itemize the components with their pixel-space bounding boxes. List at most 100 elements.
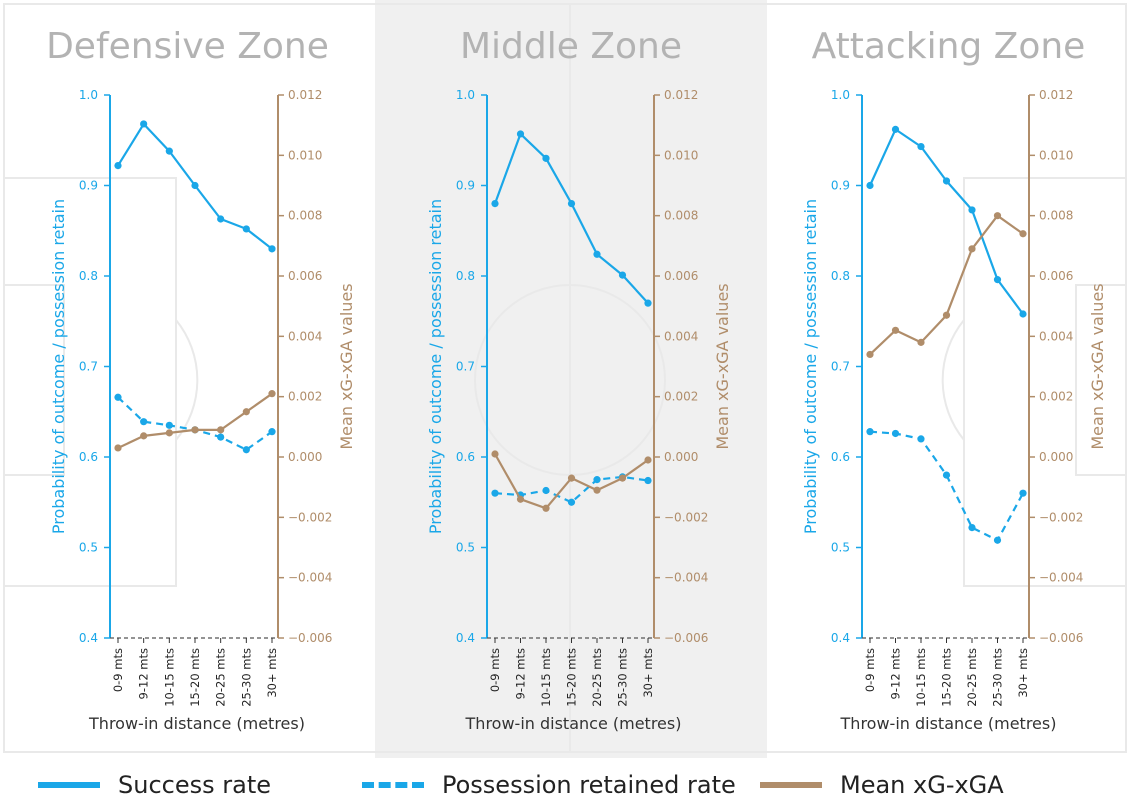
x-tick-label: 25-30 mts <box>239 648 253 707</box>
data-point-success <box>516 130 525 138</box>
data-point-retained <box>644 476 652 485</box>
right-tick-label: 0.010 <box>288 148 322 162</box>
x-axis-label: Throw-in distance (metres) <box>840 714 1057 733</box>
data-point-retained <box>968 523 976 532</box>
x-tick-label: 10-15 mts <box>162 648 176 707</box>
data-point-success <box>114 161 122 170</box>
left-tick-label: 1.0 <box>831 88 850 102</box>
data-point-xg <box>618 474 627 482</box>
right-tick-label: −0.002 <box>1039 510 1083 524</box>
x-tick-label: 30+ mts <box>265 648 279 698</box>
right-tick-label: −0.004 <box>664 571 708 585</box>
left-tick-label: 1.0 <box>456 88 475 102</box>
data-point-success <box>567 200 576 208</box>
right-tick-label: 0.008 <box>288 209 322 223</box>
data-point-xg <box>242 408 250 416</box>
data-point-retained <box>217 433 225 441</box>
chart-title: Attacking Zone <box>812 26 1086 67</box>
data-point-retained <box>993 536 1002 544</box>
data-point-xg <box>1019 230 1027 238</box>
chart-panel-2: Middle Zone 0.4 0.5 0.6 0.7 0.8 0.9 1.0 −0.006 −0… <box>426 26 732 733</box>
right-tick-label: 0.012 <box>664 88 698 102</box>
chart-panel-1: Defensive Zone 0.4 0.5 0.6 0.7 0.8 0.9 1.0 −0.00… <box>46 26 356 733</box>
right-tick-label: 0.010 <box>1039 148 1073 162</box>
right-tick-label: 0.006 <box>664 269 698 283</box>
pitch-markings <box>3 3 1127 753</box>
data-point-xg <box>567 474 576 482</box>
legend-swatch-xg <box>760 782 822 788</box>
data-point-xg <box>593 486 601 494</box>
data-point-xg <box>165 429 173 437</box>
right-tick-label: 0.006 <box>288 269 322 283</box>
data-point-success <box>891 125 900 133</box>
data-point-xg <box>644 456 652 464</box>
right-tick-label: 0.000 <box>288 450 322 464</box>
data-point-retained <box>917 435 925 443</box>
legend-label-xg: Mean xG-xGA <box>840 771 1004 799</box>
left-tick-label: 0.9 <box>456 179 475 193</box>
left-axis-label: Probability of outcome / possession reta… <box>49 199 68 534</box>
right-tick-label: 0.002 <box>1039 390 1073 404</box>
x-tick-label: 0-9 mts <box>863 648 877 692</box>
left-tick-label: 0.8 <box>456 269 475 283</box>
right-tick-label: −0.006 <box>664 631 708 645</box>
data-point-retained <box>165 421 173 429</box>
left-tick-label: 0.4 <box>79 631 98 645</box>
right-axis-label: Mean xG-xGA values <box>713 283 732 449</box>
left-tick-label: 0.9 <box>831 179 850 193</box>
data-point-success <box>644 299 652 307</box>
right-tick-label: 0.004 <box>288 329 322 343</box>
left-tick-label: 0.7 <box>831 360 850 374</box>
left-tick-label: 0.9 <box>79 179 98 193</box>
data-point-xg <box>191 426 199 434</box>
x-tick-label: 0-9 mts <box>111 648 125 692</box>
right-tick-label: 0.000 <box>1039 450 1073 464</box>
data-point-xg <box>114 444 122 452</box>
data-point-retained <box>114 393 122 401</box>
right-tick-label: 0.008 <box>664 209 698 223</box>
legend-swatch-retained <box>362 782 424 788</box>
right-tick-label: −0.004 <box>288 571 332 585</box>
x-tick-label: 15-20 mts <box>940 648 954 707</box>
x-tick-label: 0-9 mts <box>488 648 502 692</box>
data-point-success <box>618 271 627 279</box>
legend-label-success: Success rate <box>118 771 271 799</box>
x-axis-label: Throw-in distance (metres) <box>88 714 305 733</box>
legend-item-retained: Possession retained rate <box>362 770 736 800</box>
legend-item-xg: Mean xG-xGA <box>760 770 1004 800</box>
data-point-xg <box>268 390 276 398</box>
left-axis-label: Probability of outcome / possession reta… <box>801 199 820 534</box>
chart-panel-3: Attacking Zone 0.4 0.5 0.6 0.7 0.8 0.9 1.0 −0.00… <box>801 26 1107 733</box>
data-point-success <box>917 142 925 151</box>
legend-item-success: Success rate <box>38 770 271 800</box>
x-tick-label: 10-15 mts <box>539 648 553 707</box>
pitch-right-goal-box <box>1075 284 1127 476</box>
right-tick-label: −0.004 <box>1039 571 1083 585</box>
right-tick-label: −0.006 <box>1039 631 1083 645</box>
data-point-success <box>968 206 976 214</box>
data-point-success <box>165 147 173 155</box>
right-tick-label: 0.004 <box>664 329 698 343</box>
data-point-retained <box>242 446 250 454</box>
data-point-success <box>268 245 276 253</box>
right-tick-label: 0.010 <box>664 148 698 162</box>
data-point-success <box>242 225 250 233</box>
x-tick-label: 30+ mts <box>641 648 655 698</box>
left-tick-label: 0.8 <box>831 269 850 283</box>
right-tick-label: −0.002 <box>288 510 332 524</box>
data-point-retained <box>942 471 951 479</box>
series-line-xg <box>869 214 1024 356</box>
data-point-xg <box>217 426 225 434</box>
x-tick-label: 25-30 mts <box>991 648 1005 707</box>
left-tick-label: 0.7 <box>79 360 98 374</box>
left-tick-label: 0.8 <box>79 269 98 283</box>
data-point-xg <box>917 338 925 346</box>
data-point-success <box>993 276 1002 284</box>
right-tick-label: 0.012 <box>288 88 322 102</box>
pitch-right-arc <box>941 319 965 441</box>
left-tick-label: 0.5 <box>456 541 475 555</box>
x-tick-label: 30+ mts <box>1016 648 1030 698</box>
data-point-retained <box>891 429 900 438</box>
legend-label-retained: Possession retained rate <box>442 771 736 799</box>
data-point-xg <box>491 450 499 458</box>
